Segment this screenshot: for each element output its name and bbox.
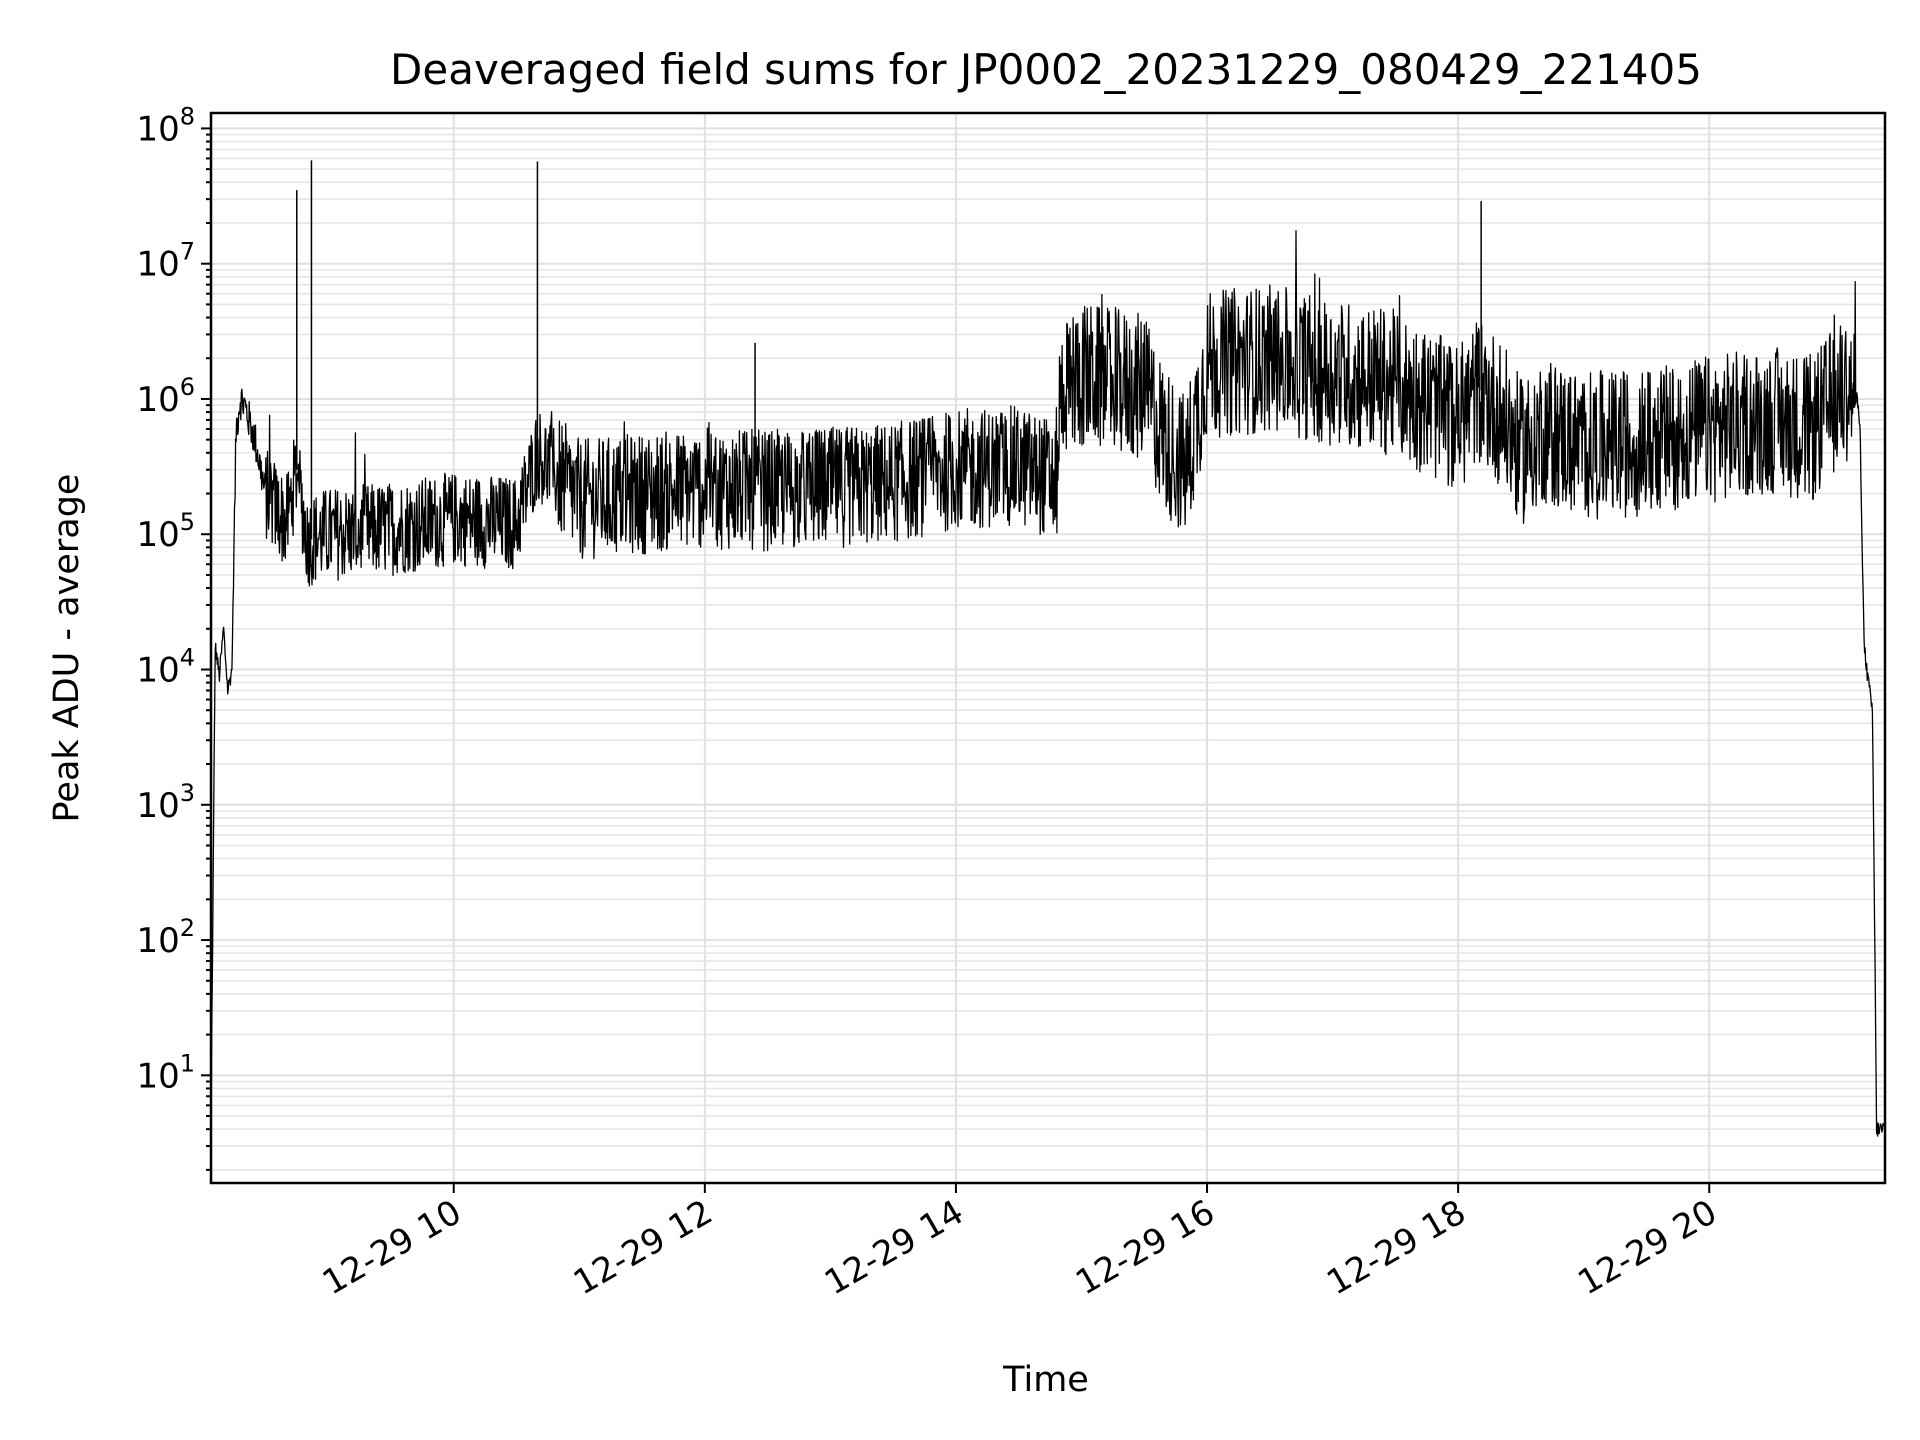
y-axis-label: Peak ADU - average (47, 474, 87, 823)
grid (211, 113, 1885, 1183)
y-tick-label: 104 (136, 644, 195, 691)
y-tick-label: 107 (136, 238, 195, 285)
y-tick-label: 103 (136, 779, 195, 826)
x-tick-label: 12-29 14 (818, 1192, 970, 1303)
plot-frame (209, 111, 1887, 1185)
x-tick-label: 12-29 16 (1069, 1192, 1221, 1303)
x-tick-label: 12-29 18 (1320, 1192, 1472, 1303)
x-axis-label: Time (1002, 1360, 1089, 1400)
x-tick-label: 12-29 10 (316, 1192, 468, 1303)
y-tick-label: 106 (136, 373, 195, 420)
chart-title: Deaveraged field sums for JP0002_2023122… (390, 45, 1702, 94)
y-tick-label: 105 (136, 508, 195, 555)
series-layer (210, 160, 1886, 1137)
y-tick-label: 108 (136, 102, 195, 149)
x-tick-label: 12-29 12 (567, 1192, 719, 1303)
series-line (210, 230, 1886, 1137)
x-tick-label: 12-29 20 (1571, 1192, 1723, 1303)
y-tick-label: 101 (136, 1049, 195, 1096)
y-tick-label: 102 (136, 914, 195, 961)
axis-ticks: 101 102 103 104 105 106 107 108 12-29 10 12-29 12… (136, 102, 1723, 1303)
